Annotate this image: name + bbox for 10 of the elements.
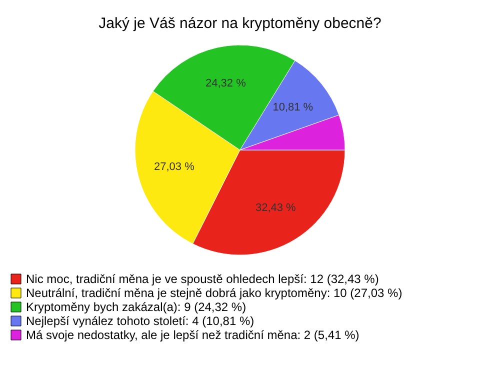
data-label: 32,43 % [255, 202, 296, 214]
data-label: 24,32 % [205, 78, 246, 90]
chart-title: Jaký je Váš názor na kryptoměny obecně? [98, 15, 382, 32]
data-label: 27,03 % [154, 161, 195, 174]
data-label: 10,81 % [272, 101, 314, 114]
legend-label: Nejlepší vynález tohoto století: 4 (10,81 %) [26, 314, 254, 328]
legend-label: Neutrální, tradiční měna je stejně dobrá jako kryptoměny: 10 (27,03 %) [26, 286, 402, 300]
legend-label: Kryptoměny bych zakázal(a): 9 (24,32 %) [26, 300, 246, 314]
legend-label: Má svoje nedostatky, ale je lepší než tradiční měna: 2 (5,41 %) [26, 328, 360, 342]
legend-label: Nic moc, tradiční měna je ve spoustě ohledech lepší: 12 (32,43 %) [26, 272, 379, 286]
